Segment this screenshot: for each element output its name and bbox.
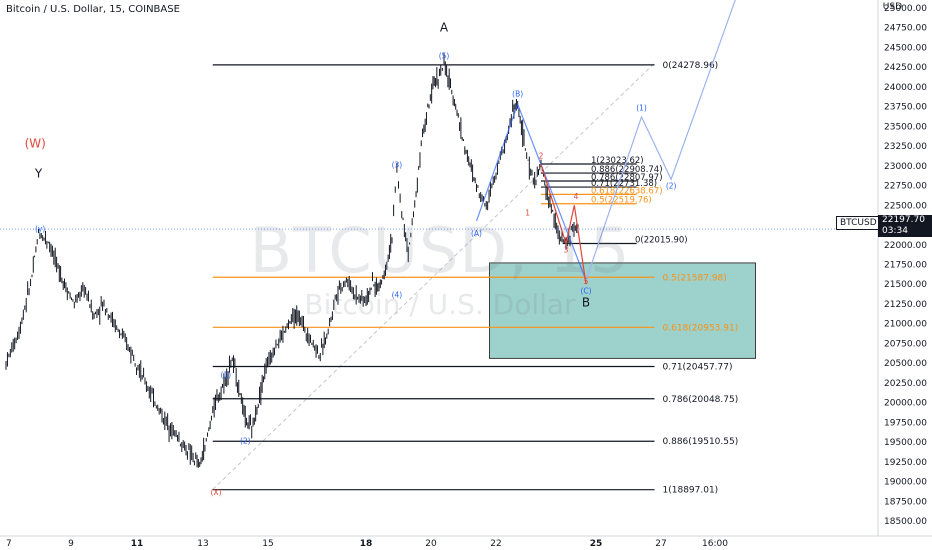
wave-label-0: (W)	[25, 137, 46, 151]
bar-countdown: 03:34	[882, 226, 908, 236]
wave-label-8: (5)	[439, 52, 450, 61]
y-tick-21: 23750.00	[884, 103, 927, 113]
wave-label-5: (2)	[240, 437, 251, 446]
wave-label-1: Y	[34, 167, 43, 181]
symbol-price-tag: BTCUSD	[836, 216, 881, 230]
wave-path-blue	[475, 102, 587, 281]
y-tick-16: 22500.00	[884, 201, 927, 211]
x-tick-6: 20	[425, 539, 437, 549]
level-label-1: 0.71(20457.77)	[663, 362, 733, 372]
y-tick-14: 22000.00	[884, 241, 927, 251]
y-tick-1: 18750.00	[884, 497, 927, 507]
x-tick-8: 25	[590, 539, 603, 549]
fib-label-4: 0.618(22638.67)	[591, 186, 663, 196]
y-tick-3: 19250.00	[884, 458, 927, 468]
y-tick-5: 19750.00	[884, 418, 927, 428]
wave-label-3: (X)	[211, 488, 222, 497]
fib-label-5: 0.5(22519.76)	[591, 196, 652, 206]
y-tick-11: 21250.00	[884, 300, 927, 310]
level-label-4: 1(18897.01)	[663, 486, 719, 496]
wave-label-9: A	[440, 21, 449, 35]
wave-label-14: 3	[564, 246, 569, 255]
x-tick-3: 13	[197, 539, 208, 549]
y-tick-17: 22750.00	[884, 182, 927, 192]
projection-path	[585, 0, 736, 281]
wave-label-18: B	[582, 295, 590, 309]
y-tick-0: 18500.00	[884, 517, 927, 527]
y-tick-13: 21750.00	[884, 261, 927, 271]
y-tick-6: 20000.00	[884, 399, 927, 409]
current-price-value: 22197.70	[882, 215, 925, 225]
current-price-badge: 22197.70 03:34	[878, 215, 932, 237]
wave-label-19: (1)	[636, 104, 647, 113]
level-label-2: 0.786(20048.75)	[663, 395, 739, 405]
fib-label-1: 0.886(22908.74)	[591, 165, 663, 175]
target-zone	[489, 262, 756, 359]
wave-label-11: (B)	[512, 89, 523, 98]
y-tick-10: 21000.00	[884, 320, 927, 330]
wave-label-4: (1)	[220, 370, 231, 379]
y-tick-25: 24750.00	[884, 24, 927, 34]
x-tick-2: 11	[131, 539, 144, 549]
wave-label-20: (2)	[666, 182, 677, 191]
x-tick-4: 15	[262, 539, 273, 549]
y-tick-7: 20250.00	[884, 379, 927, 389]
x-tick-1: 9	[68, 539, 74, 549]
wave-label-12: 1	[525, 209, 530, 218]
wave-label-13: 2	[539, 152, 544, 161]
y-tick-12: 21500.00	[884, 280, 927, 290]
fib-label-2: 0.786(22807.97)	[591, 173, 663, 183]
wave-label-2: (y)	[35, 224, 45, 233]
y-tick-22: 24000.00	[884, 83, 927, 93]
y-tick-18: 23000.00	[884, 162, 927, 172]
y-tick-9: 20750.00	[884, 339, 927, 349]
y-tick-24: 24500.00	[884, 43, 927, 53]
wave-label-16: 5	[584, 277, 589, 286]
wave-label-6: (3)	[392, 160, 403, 169]
y-tick-26: 25000.00	[884, 4, 927, 14]
wave-path-red	[540, 164, 587, 285]
y-tick-8: 20500.00	[884, 359, 927, 369]
price-axis-unit: USD	[882, 2, 902, 12]
x-tick-9: 27	[655, 539, 666, 549]
chart-title: Bitcoin / U.S. Dollar, 15, COINBASE	[6, 4, 180, 15]
wave-label-7: (4)	[392, 291, 403, 300]
trendline	[212, 62, 655, 490]
y-tick-23: 24250.00	[884, 63, 927, 73]
fib-label-3: 0.71(22731.38)	[591, 179, 657, 189]
wave-label-17: (C)	[580, 287, 591, 296]
x-tick-5: 18	[360, 539, 373, 549]
level-label-5: 0.5(21587.98)	[663, 273, 727, 283]
level-label-0: 0(24278.96)	[663, 61, 719, 71]
level-label-3: 0.886(19510.55)	[663, 437, 739, 447]
y-tick-4: 19500.00	[884, 438, 927, 448]
x-tick-10: 16:00	[702, 539, 728, 549]
fib-label-6: 0(22015.90)	[635, 236, 688, 246]
x-tick-7: 22	[490, 539, 501, 549]
wave-label-15: 4	[574, 192, 579, 201]
wave-label-10: (A)	[471, 229, 482, 238]
fib-label-0: 1(23023.62)	[591, 156, 644, 166]
y-tick-20: 23500.00	[884, 122, 927, 132]
x-tick-0: 7	[6, 539, 12, 549]
y-tick-19: 23250.00	[884, 142, 927, 152]
y-tick-2: 19000.00	[884, 478, 927, 488]
level-label-6: 0.618(20953.91)	[663, 323, 739, 333]
